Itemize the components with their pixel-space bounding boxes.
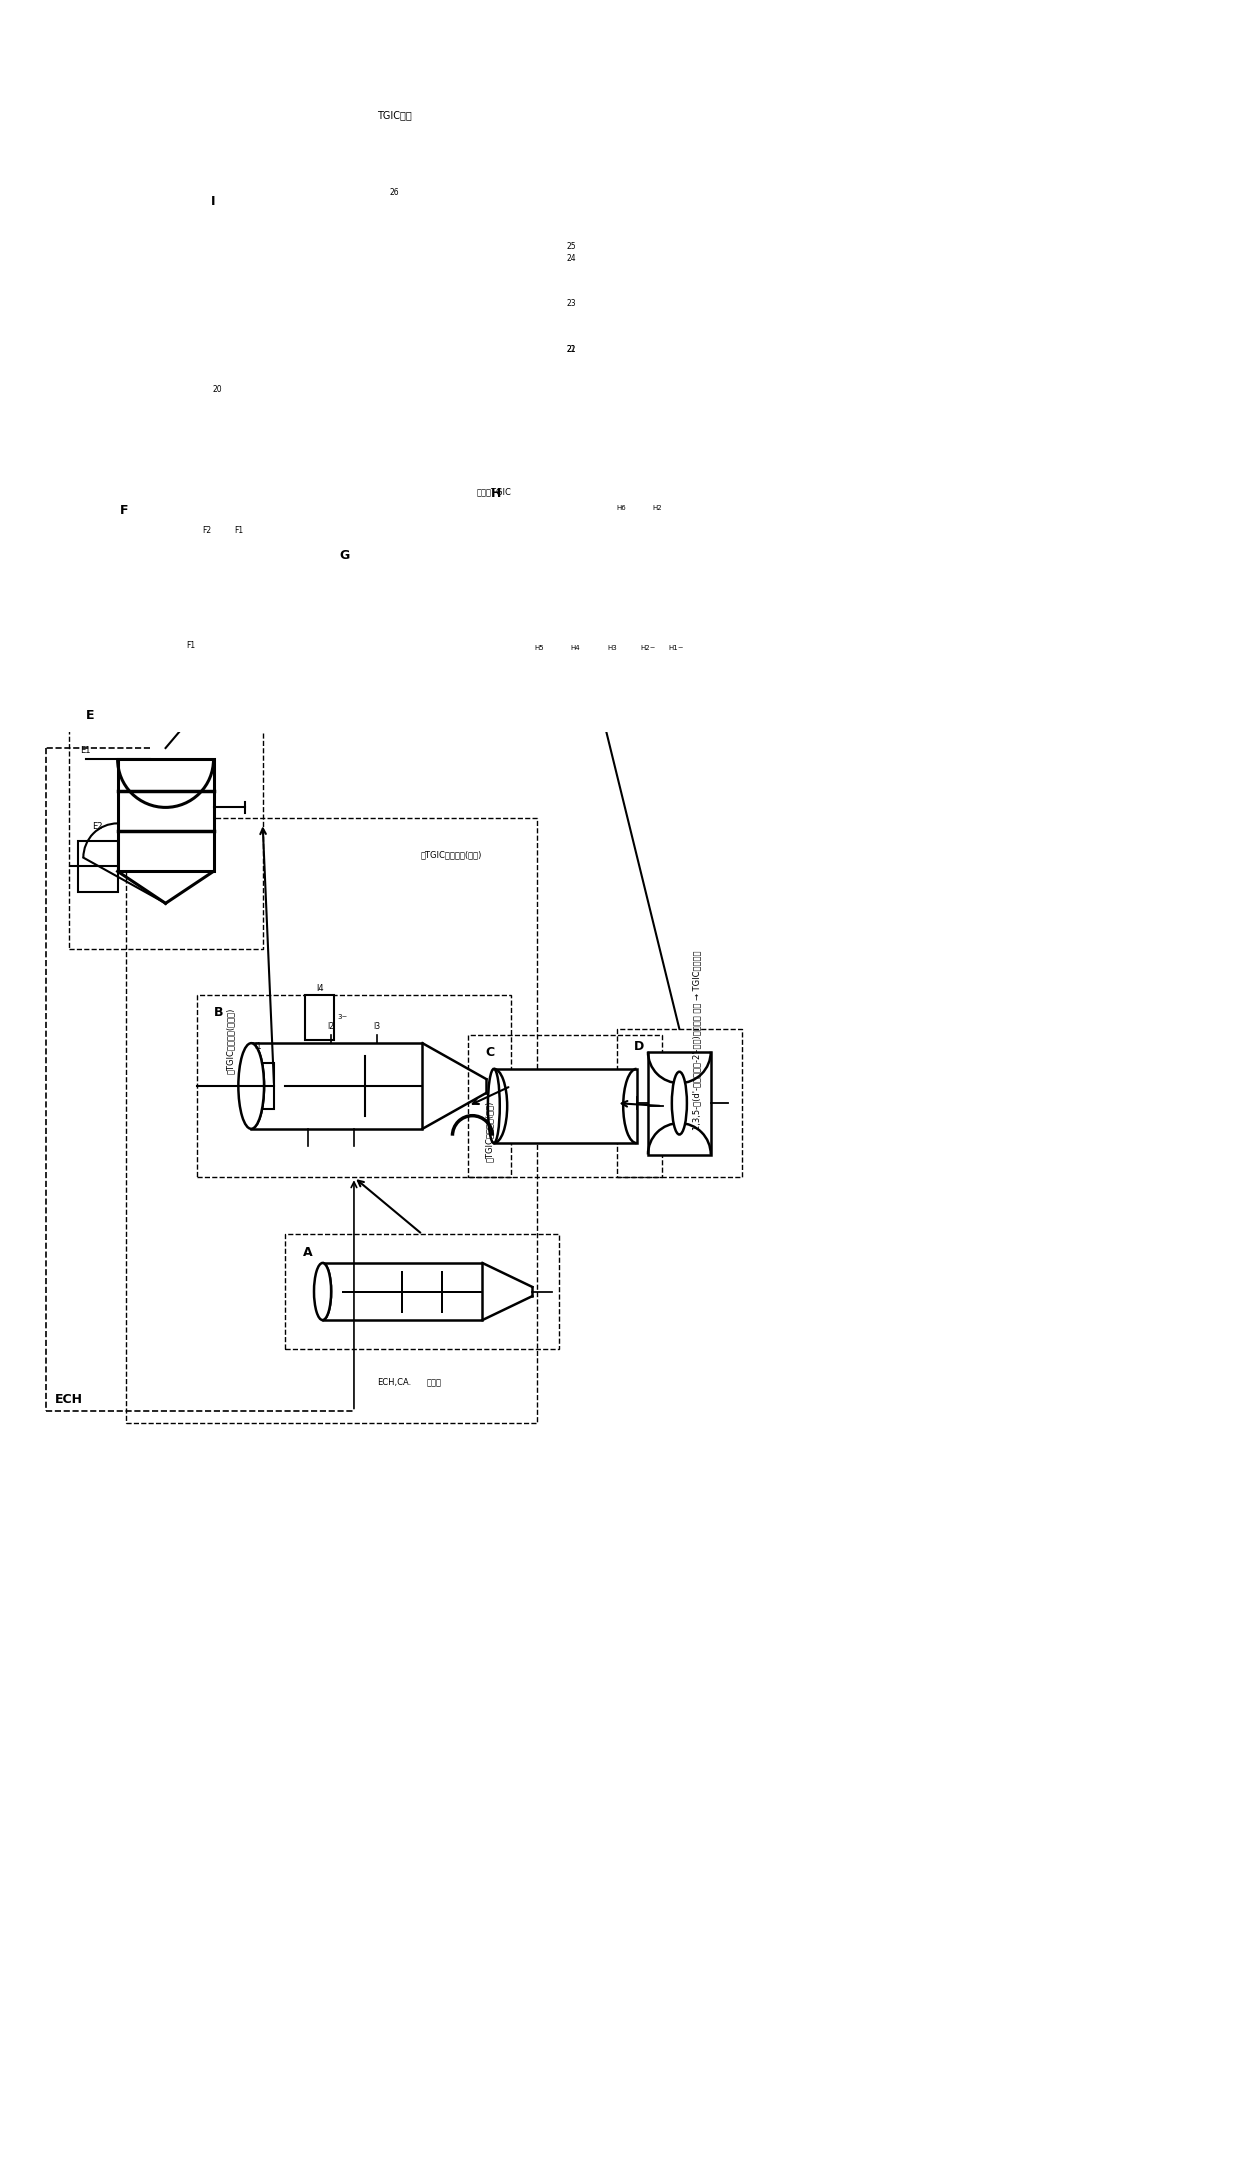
Ellipse shape — [140, 550, 162, 623]
Text: 25: 25 — [567, 243, 575, 252]
Text: E1: E1 — [81, 747, 91, 756]
Text: ECH,CA.: ECH,CA. — [377, 1379, 410, 1388]
Bar — [469, 1034, 662, 1177]
Bar — [474, 476, 714, 680]
Text: F1: F1 — [186, 641, 195, 649]
Bar — [68, 697, 263, 949]
Text: H: H — [491, 487, 501, 500]
Text: 20: 20 — [212, 384, 222, 393]
Text: B: B — [215, 1006, 223, 1019]
Circle shape — [350, 306, 438, 393]
Bar — [322, 539, 465, 680]
Bar — [243, 1062, 274, 1110]
Text: 22: 22 — [567, 345, 575, 354]
Bar — [197, 995, 511, 1177]
Text: H3: H3 — [608, 645, 616, 652]
Bar — [103, 493, 342, 680]
Text: 催化剂: 催化剂 — [427, 1379, 441, 1388]
Text: E: E — [86, 710, 94, 723]
Text: 21: 21 — [567, 345, 575, 354]
Ellipse shape — [487, 1069, 500, 1142]
Text: D: D — [634, 1040, 644, 1053]
Ellipse shape — [314, 1262, 331, 1321]
Text: I: I — [211, 195, 216, 209]
Bar — [195, 185, 594, 424]
Text: l3: l3 — [373, 1021, 381, 1030]
Bar — [322, 1262, 482, 1321]
Text: F2: F2 — [202, 526, 211, 534]
Text: F1: F1 — [234, 526, 243, 534]
Text: H2~: H2~ — [641, 645, 656, 652]
Circle shape — [362, 215, 425, 278]
Text: H1~: H1~ — [668, 645, 683, 652]
Text: 3~: 3~ — [337, 1014, 347, 1021]
Text: 26: 26 — [389, 189, 399, 198]
Text: A: A — [303, 1247, 312, 1260]
Bar — [616, 1030, 743, 1177]
Bar — [502, 536, 684, 619]
Bar — [125, 817, 537, 1423]
Ellipse shape — [238, 1043, 264, 1129]
Text: F: F — [120, 504, 129, 517]
Text: E2: E2 — [92, 821, 103, 830]
Ellipse shape — [496, 536, 508, 619]
Bar — [252, 1043, 423, 1129]
Text: l1: l1 — [254, 1043, 262, 1051]
Circle shape — [362, 578, 425, 641]
Bar — [78, 841, 118, 893]
Bar — [305, 995, 334, 1040]
Text: TGIC颗粒: TGIC颗粒 — [377, 111, 412, 119]
Text: l2: l2 — [327, 1021, 335, 1030]
Text: C: C — [485, 1047, 495, 1060]
Text: 含TGIC的混合物(有机相): 含TGIC的混合物(有机相) — [226, 1008, 234, 1073]
Text: H4: H4 — [570, 645, 580, 652]
Text: H2: H2 — [653, 504, 662, 510]
Bar — [234, 206, 554, 402]
Bar — [649, 1051, 711, 1156]
Text: l4: l4 — [316, 984, 324, 993]
Text: H6: H6 — [616, 504, 626, 510]
Bar — [118, 760, 213, 871]
Bar — [348, 563, 440, 656]
Text: G: G — [340, 550, 350, 563]
Text: 24: 24 — [567, 254, 575, 263]
Bar — [285, 1234, 559, 1349]
Text: 1,3,5-三(d'-一氯一羟基-2'-丙基)异氰尿酸 粗品 → TGIC的混合物: 1,3,5-三(d'-一氯一羟基-2'-丙基)异氰尿酸 粗品 → TGIC的混合… — [692, 951, 701, 1129]
Bar — [281, 258, 506, 350]
Ellipse shape — [672, 1071, 687, 1134]
Bar — [151, 550, 270, 623]
Text: 含TGIC的混合物(粗品): 含TGIC的混合物(粗品) — [485, 1101, 495, 1162]
Bar — [494, 1069, 636, 1142]
Text: 含TGIC的混合物(粗品): 含TGIC的混合物(粗品) — [420, 849, 481, 860]
Text: H5: H5 — [534, 645, 544, 652]
Text: 熔融的TGIC: 熔融的TGIC — [476, 489, 511, 497]
Text: ECH: ECH — [55, 1394, 83, 1407]
Text: 23: 23 — [567, 300, 575, 308]
